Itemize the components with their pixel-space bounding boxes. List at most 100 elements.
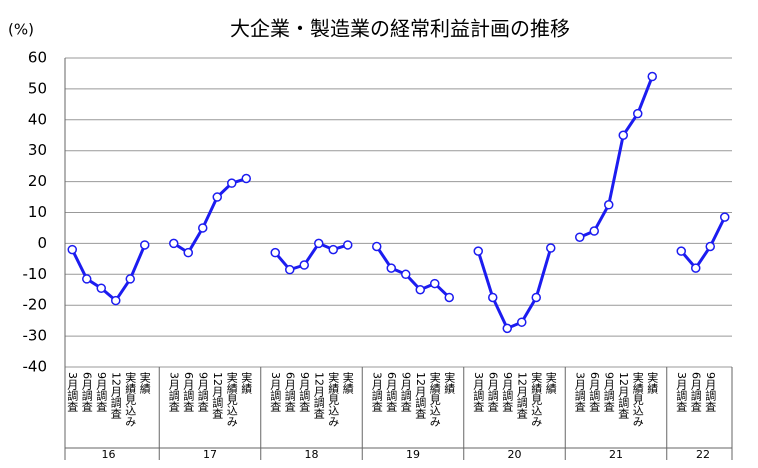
x-tick-label: 6月調査	[588, 372, 601, 412]
point-marker	[473, 246, 483, 256]
x-tick-label: 12月調査	[211, 372, 224, 419]
y-tick-label: 60	[28, 49, 47, 67]
point-marker	[676, 246, 686, 256]
group-label: 22	[696, 448, 710, 461]
x-tick-label: 実績	[646, 371, 659, 395]
point-marker	[111, 295, 121, 306]
x-tick-label: 実績見込み	[327, 371, 340, 427]
x-tick-label: 3月調査	[167, 372, 180, 412]
x-tick-label: 実績	[341, 371, 354, 395]
group-label: 19	[406, 448, 420, 461]
y-tick-label: 40	[28, 110, 47, 128]
point-marker	[705, 241, 715, 252]
x-tick-label: 3月調査	[66, 372, 79, 412]
point-marker	[227, 178, 237, 188]
point-marker	[299, 260, 309, 270]
point-marker	[401, 269, 411, 280]
point-marker	[67, 244, 77, 255]
x-tick-label: 実績見込み	[225, 371, 238, 427]
point-marker	[604, 200, 614, 210]
y-tick-label: 10	[28, 203, 47, 221]
point-marker	[430, 278, 440, 289]
point-marker	[96, 283, 106, 293]
x-tick-label: 12月調査	[617, 372, 630, 419]
point-marker	[241, 173, 251, 184]
point-marker	[82, 274, 92, 284]
point-marker	[198, 223, 208, 233]
point-marker	[140, 240, 150, 250]
point-marker	[285, 264, 295, 275]
point-marker	[415, 285, 425, 295]
x-tick-label: 6月調査	[486, 372, 499, 412]
x-tick-label: 6月調査	[283, 372, 296, 412]
point-marker	[633, 108, 643, 119]
series-line	[70, 75, 727, 331]
x-tick-label: 6月調査	[385, 372, 398, 412]
x-tick-label: 9月調査	[501, 372, 514, 412]
x-tick-label: 実績	[544, 371, 557, 395]
y-tick-label: 20	[28, 172, 47, 190]
y-tick-label: 30	[28, 141, 47, 159]
point-marker	[343, 240, 353, 250]
x-tick-label: 実績見込み	[530, 371, 543, 427]
point-marker	[372, 241, 382, 252]
x-tick-label: 9月調査	[196, 372, 209, 412]
x-tick-label: 6月調査	[80, 372, 93, 412]
x-tick-label: 実績	[138, 371, 151, 395]
y-tick-label: -20	[23, 296, 48, 314]
point-marker	[502, 323, 512, 334]
x-tick-label: 3月調査	[675, 372, 688, 412]
point-marker	[589, 226, 599, 236]
x-tick-label: 9月調査	[298, 372, 311, 412]
point-marker	[169, 238, 179, 249]
x-tick-label: 9月調査	[704, 372, 717, 412]
group-label: 18	[305, 448, 319, 461]
x-tick-label: 実績	[240, 371, 253, 395]
y-tick-label: -10	[23, 265, 48, 283]
point-marker	[531, 292, 541, 303]
point-marker	[546, 243, 556, 253]
y-axis-label: (%)	[8, 21, 34, 39]
point-marker	[183, 247, 193, 258]
x-tick-label: 9月調査	[602, 372, 615, 412]
point-marker	[212, 192, 222, 202]
point-marker	[125, 274, 135, 284]
y-tick-label: 50	[28, 79, 47, 97]
x-tick-label: 3月調査	[269, 372, 282, 412]
x-tick-label: 実績見込み	[428, 371, 441, 427]
group-label: 21	[609, 448, 623, 461]
x-tick-label: 9月調査	[95, 372, 108, 412]
point-marker	[386, 263, 396, 273]
x-tick-label: 実績	[443, 371, 456, 395]
point-marker	[647, 71, 657, 82]
point-marker	[618, 130, 628, 140]
x-tick-label: 12月調査	[312, 372, 325, 419]
x-tick-label: 実績見込み	[124, 371, 137, 427]
point-marker	[270, 247, 280, 258]
point-marker	[517, 317, 527, 327]
group-label: 16	[102, 448, 116, 461]
x-tick-label: 3月調査	[573, 372, 586, 412]
group-label: 20	[508, 448, 522, 461]
x-tick-label: 3月調査	[370, 372, 383, 412]
point-marker	[691, 263, 701, 273]
group-label: 17	[203, 448, 217, 461]
x-tick-label: 実績見込み	[631, 371, 644, 427]
y-tick-label: 0	[37, 234, 47, 252]
x-tick-label: 3月調査	[472, 372, 485, 412]
chart-title: 大企業・製造業の経常利益計画の推移	[230, 17, 570, 41]
point-marker	[314, 238, 324, 249]
point-marker	[720, 212, 730, 222]
x-tick-label: 12月調査	[109, 372, 122, 419]
point-marker	[444, 292, 454, 303]
point-marker	[328, 244, 338, 255]
point-marker	[575, 232, 585, 242]
x-tick-label: 6月調査	[689, 372, 702, 412]
y-tick-label: -40	[23, 358, 48, 376]
x-tick-label: 9月調査	[399, 372, 412, 412]
point-marker	[488, 292, 498, 303]
y-tick-label: -30	[23, 327, 48, 345]
x-tick-label: 6月調査	[182, 372, 195, 412]
x-tick-label: 12月調査	[414, 372, 427, 419]
